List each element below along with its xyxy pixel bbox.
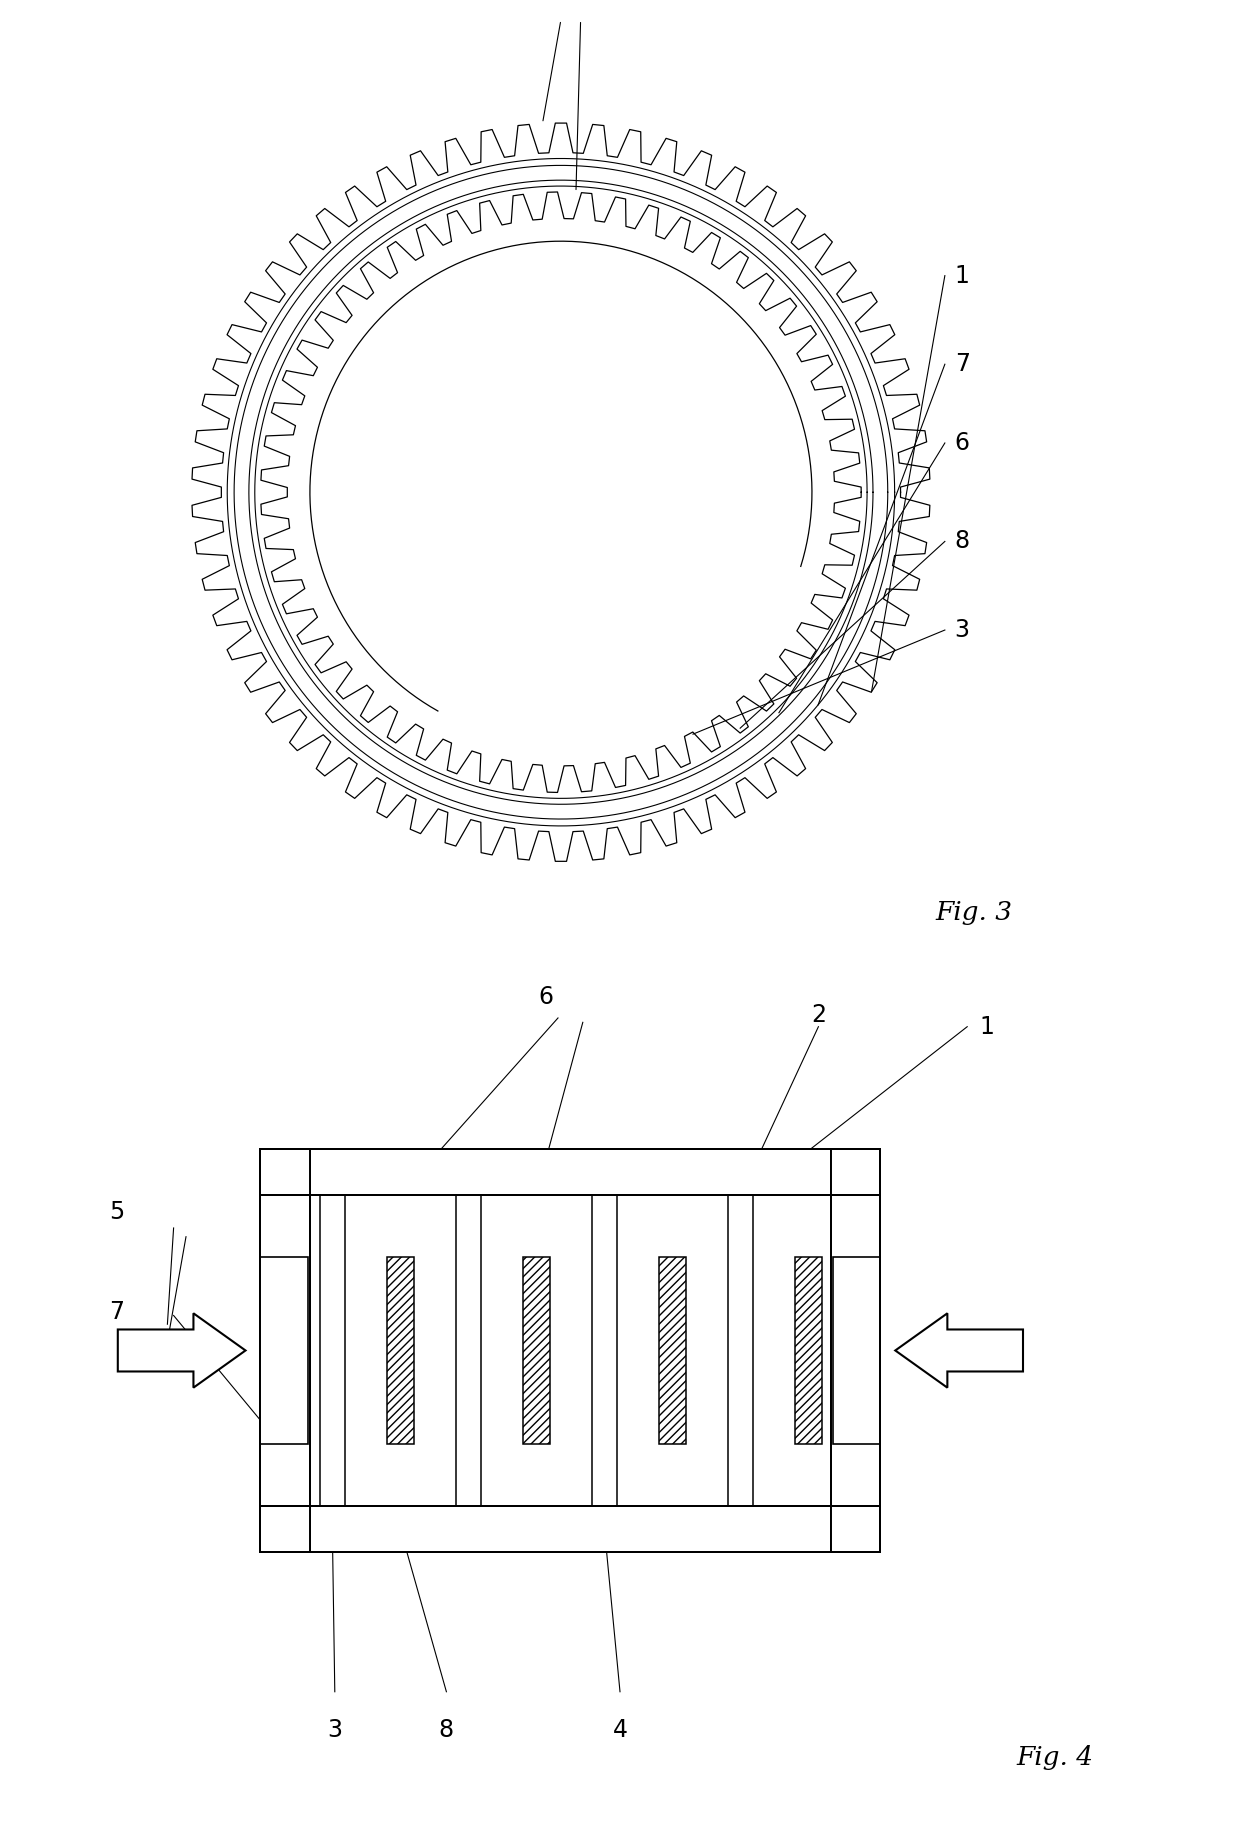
Text: 1: 1 [955,264,970,288]
Bar [658,1258,686,1444]
Text: 7: 7 [109,1300,124,1323]
Bar [523,1258,551,1444]
Bar [831,1194,880,1506]
Text: Fig. 3: Fig. 3 [935,901,1012,926]
Polygon shape [118,1313,246,1387]
Bar [728,1194,753,1506]
Text: 3: 3 [955,618,970,642]
Text: 5: 5 [109,1200,124,1223]
Bar [260,1194,310,1506]
Bar [591,1194,616,1506]
Bar [260,1194,310,1506]
Text: 8: 8 [439,1717,454,1743]
Text: 7: 7 [955,352,970,376]
Bar [831,1506,880,1551]
Bar [260,1506,310,1551]
Bar [320,1194,345,1506]
Text: 8: 8 [955,529,970,554]
Bar [387,1258,414,1444]
Bar [795,1258,822,1444]
Text: Fig. 4: Fig. 4 [1017,1745,1094,1770]
Text: 1: 1 [980,1015,994,1039]
Bar [833,1258,880,1444]
Bar [310,1506,831,1551]
Bar [260,1506,880,1551]
Text: 4: 4 [613,1717,627,1743]
Bar [260,1258,308,1444]
Text: 6: 6 [538,984,553,1010]
Bar [831,1148,880,1194]
Bar [456,1194,481,1506]
Bar [310,1148,831,1194]
Text: 6: 6 [955,430,970,456]
Bar [260,1148,880,1194]
Text: 2: 2 [811,1003,826,1026]
Polygon shape [895,1313,1023,1387]
Text: 3: 3 [327,1717,342,1743]
Bar [260,1148,310,1194]
Bar [831,1194,880,1506]
